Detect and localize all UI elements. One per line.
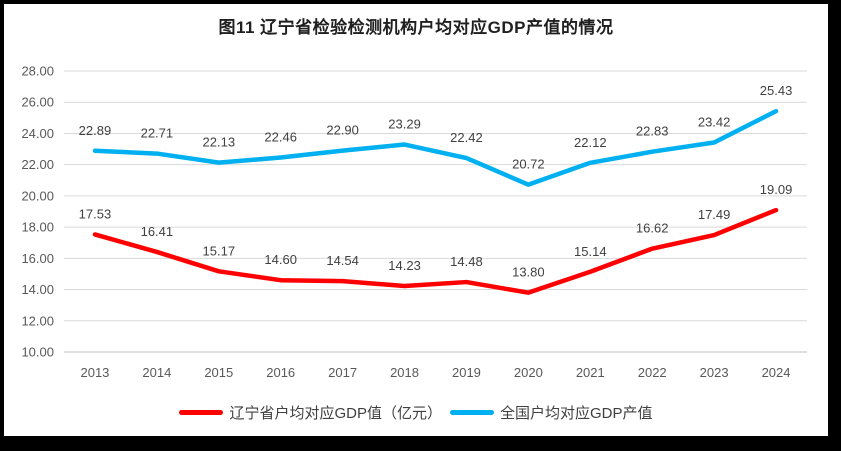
chart-canvas: 图11 辽宁省检验检测机构户均对应GDP产值的情况 10.00 12.00 14.0… [4, 4, 828, 436]
national-data-label: 22.71 [141, 126, 174, 141]
liaoning-data-label: 14.60 [264, 252, 297, 267]
liaoning-data-label: 17.53 [79, 206, 112, 221]
x-tick-label: 2013 [80, 365, 109, 380]
chart-title: 图11 辽宁省检验检测机构户均对应GDP产值的情况 [218, 18, 614, 37]
plot-area: 10.00 12.00 14.00 16.00 18.00 20.00 22.00 24.00… [21, 64, 807, 380]
y-tick-label: 20.00 [21, 188, 54, 203]
national-data-label: 23.42 [698, 114, 731, 129]
x-tick-label: 2016 [266, 365, 295, 380]
national-line-swatch [450, 410, 494, 415]
x-tick-label: 2019 [452, 365, 481, 380]
national-data-label: 22.89 [79, 123, 112, 138]
national-data-label: 22.90 [326, 123, 359, 138]
x-tick-label: 2023 [700, 365, 729, 380]
national-data-label: 25.43 [760, 83, 793, 98]
x-tick-label: 2015 [204, 365, 233, 380]
legend-label-national: 全国户均对应GDP产值 [500, 405, 653, 422]
y-tick-label: 16.00 [21, 251, 54, 266]
x-tick-label: 2017 [328, 365, 357, 380]
legend: 辽宁省户均对应GDP值（亿元） 全国户均对应GDP产值 [4, 402, 828, 423]
liaoning-data-label: 19.09 [760, 182, 793, 197]
x-tick-label: 2020 [514, 365, 543, 380]
national-data-label: 23.29 [388, 117, 421, 132]
x-tick-label: 2018 [390, 365, 419, 380]
y-tick-label: 12.00 [21, 313, 54, 328]
national-data-label: 22.13 [203, 135, 236, 150]
national-data-label: 22.83 [636, 124, 669, 139]
liaoning-data-label: 16.41 [141, 224, 174, 239]
liaoning-line-swatch [179, 410, 224, 415]
national-series-line [92, 108, 779, 187]
liaoning-data-label: 13.80 [512, 265, 545, 280]
national-data-label: 22.46 [264, 129, 297, 144]
liaoning-data-label: 14.23 [388, 258, 421, 273]
legend-item-national: 全国户均对应GDP产值 [450, 402, 653, 423]
y-tick-label: 26.00 [21, 95, 54, 110]
x-tick-label: 2014 [142, 365, 171, 380]
liaoning-data-label: 16.62 [636, 221, 669, 236]
liaoning-data-label: 15.17 [203, 243, 236, 258]
liaoning-series-line [92, 207, 779, 295]
liaoning-data-label: 15.14 [574, 244, 607, 259]
national-data-label: 22.12 [574, 135, 607, 150]
y-tick-label: 14.00 [21, 282, 54, 297]
y-tick-label: 10.00 [21, 345, 54, 360]
liaoning-data-label: 14.54 [326, 253, 359, 268]
national-data-label: 20.72 [512, 157, 545, 172]
legend-label-liaoning: 辽宁省户均对应GDP值（亿元） [229, 405, 442, 422]
legend-item-liaoning: 辽宁省户均对应GDP值（亿元） [179, 402, 442, 423]
national-data-label: 22.42 [450, 130, 483, 145]
y-tick-label: 22.00 [21, 157, 54, 172]
x-tick-label: 2024 [762, 365, 791, 380]
x-tick-label: 2021 [576, 365, 605, 380]
liaoning-data-label: 14.48 [450, 254, 483, 269]
y-tick-label: 18.00 [21, 220, 54, 235]
x-tick-label: 2022 [638, 365, 667, 380]
y-tick-label: 28.00 [21, 64, 54, 79]
y-tick-label: 24.00 [21, 126, 54, 141]
liaoning-data-label: 17.49 [698, 207, 731, 222]
